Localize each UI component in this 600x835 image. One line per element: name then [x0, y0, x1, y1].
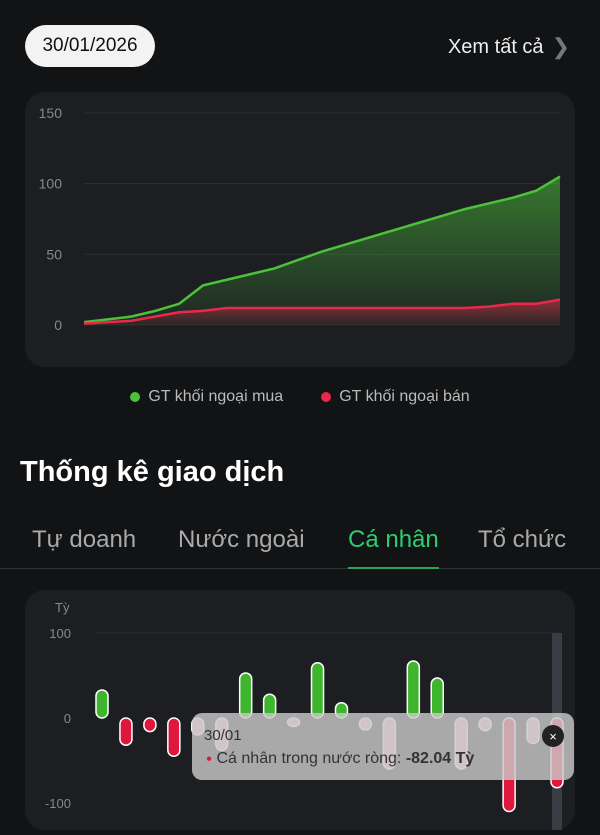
y-tick-label: 0 — [64, 711, 71, 726]
bar — [238, 672, 253, 719]
legend-label: GT khối ngoại bán — [339, 388, 470, 405]
tooltip-label: Cá nhân trong nước ròng: — [216, 750, 402, 767]
legend-item-sell[interactable]: GT khối ngoại bán — [321, 388, 470, 406]
tab-to-chuc[interactable]: Tổ chức — [478, 526, 567, 553]
tab-bar: Tự doanh Nước ngoài Cá nhân Tổ chức — [0, 526, 600, 569]
y-axis-unit: Tỳ — [55, 600, 70, 615]
y-tick-label: -100 — [45, 796, 71, 811]
tab-tu-doanh[interactable]: Tự doanh — [32, 526, 137, 553]
legend-dot-icon — [130, 391, 141, 402]
series-line — [83, 298, 561, 325]
bar — [119, 717, 133, 746]
bar — [406, 660, 421, 719]
series-area — [84, 176, 560, 325]
bar — [143, 717, 157, 733]
net-trade-bar-chart: Tỳ -100 0 100 — [45, 600, 564, 833]
legend-label: GT khối ngoại mua — [148, 388, 284, 405]
tab-ca-nhan[interactable]: Cá nhân — [348, 526, 439, 569]
tab-nuoc-ngoai[interactable]: Nước ngoài — [178, 526, 305, 553]
chart-tooltip: 30/01 ● Cá nhân trong nước ròng: -82.04 … — [192, 713, 574, 780]
bar — [95, 689, 109, 719]
see-all-label: Xem tất cả — [447, 35, 544, 58]
foreign-trade-line-chart: 0 50 100 150 — [39, 105, 561, 333]
close-icon[interactable]: × — [542, 725, 564, 747]
y-tick-label: 50 — [46, 246, 62, 262]
y-tick-label: 100 — [39, 176, 63, 192]
series-dot-icon: ● — [206, 753, 213, 765]
foreign-trade-chart-card: 0 50 100 150 — [25, 92, 575, 367]
y-tick-label: 0 — [54, 317, 62, 333]
chevron-right-icon: ❯ — [551, 34, 570, 59]
legend-item-buy[interactable]: GT khối ngoại mua — [130, 388, 283, 406]
see-all-link[interactable]: Xem tất cả ❯ — [448, 34, 570, 60]
series-area — [84, 299, 560, 325]
series-line — [83, 175, 561, 324]
legend-dot-icon — [321, 391, 332, 402]
chart-legend: GT khối ngoại mua GT khối ngoại bán — [0, 388, 600, 406]
bar — [310, 662, 325, 719]
date-picker[interactable]: 30/01/2026 — [25, 25, 155, 67]
net-trade-chart-card: Tỳ -100 0 100 — [25, 590, 575, 833]
tooltip-date: 30/01 — [204, 727, 242, 744]
y-tick-label: 150 — [39, 105, 63, 121]
y-tick-label: 100 — [49, 626, 71, 641]
bar — [430, 677, 445, 719]
bar — [167, 717, 181, 757]
section-title: Thống kê giao dịch — [20, 456, 285, 488]
tooltip-value: -82.04 Tỳ — [405, 750, 475, 767]
